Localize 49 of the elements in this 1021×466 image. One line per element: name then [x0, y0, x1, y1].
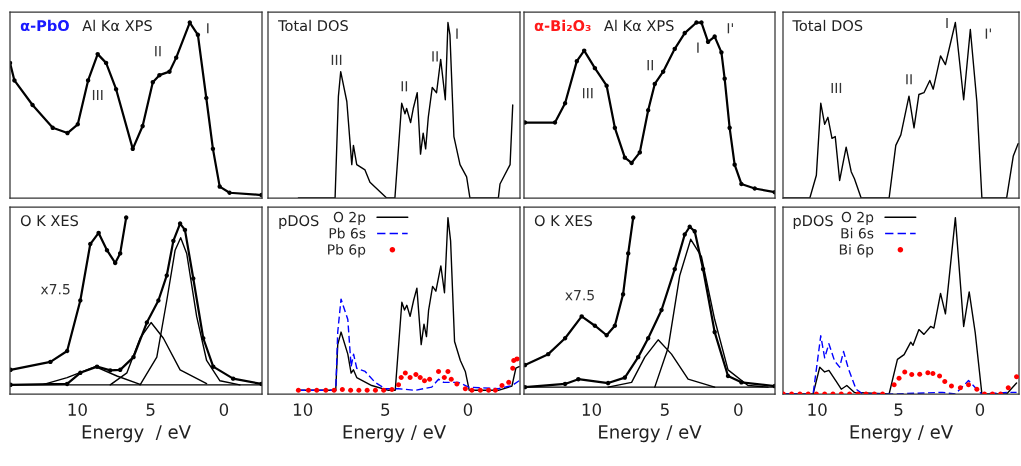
annotation: I [456, 28, 458, 39]
legend-label: Pb 6s [329, 227, 366, 239]
x-tick-label: 10 [68, 403, 87, 416]
x-tick-label: 10 [293, 403, 313, 416]
x-tick-label: 5 [660, 403, 669, 416]
chart-subtitle: Al Kα XPS [604, 19, 674, 32]
chart-subtitle: Al Kα XPS [82, 19, 152, 32]
annotation: I [946, 17, 948, 29]
annotation: I' [985, 28, 991, 39]
legend-title: pDOS [793, 215, 833, 230]
legend-title: pDOS [279, 215, 319, 230]
legend-label: Bi 6p [839, 244, 874, 258]
annotation: II [906, 74, 912, 85]
chart-title: Total DOS [792, 19, 863, 32]
annotation: I' [727, 23, 733, 34]
legend-label: Pb 6p [328, 244, 366, 258]
annotation: II [432, 51, 438, 62]
legend-label: O 2p [841, 211, 874, 226]
x-tick-label: 0 [463, 403, 473, 416]
x-axis-title: Energy / eV [82, 425, 191, 443]
x-tick-label: 5 [146, 403, 155, 416]
annotation: II [155, 46, 161, 57]
annotation: III [331, 54, 342, 65]
annotation: x7.5 [40, 284, 70, 295]
x-tick-label: 10 [808, 403, 827, 416]
chart-title: O K XES [534, 215, 592, 227]
annotation: III [831, 82, 842, 94]
annotation: I [207, 23, 209, 34]
chart-title: α-PbO [20, 19, 69, 32]
chart-title: O K XES [20, 215, 79, 227]
legend-label: Bi 6s [841, 227, 874, 239]
annotation: II [647, 60, 653, 71]
x-tick-label: 0 [734, 403, 743, 416]
chart-title: α-Bi₂O₃ [534, 19, 591, 32]
chart-title: Total DOS [278, 19, 348, 32]
x-axis-title: Energy / eV [850, 425, 953, 443]
x-tick-label: 5 [381, 403, 390, 416]
x-axis-title: Energy / eV [343, 425, 446, 443]
x-tick-label: 0 [219, 403, 229, 416]
annotation: x7.5 [565, 290, 594, 301]
annotation: III [582, 88, 593, 99]
annotation: I [697, 42, 699, 53]
annotation: II [401, 81, 408, 92]
x-tick-label: 5 [894, 403, 903, 416]
x-tick-label: 0 [975, 403, 985, 416]
annotation: III [92, 89, 103, 101]
x-axis-title: Energy / eV [599, 425, 702, 443]
x-tick-label: 10 [582, 403, 602, 416]
legend-label: O 2p [333, 211, 366, 226]
